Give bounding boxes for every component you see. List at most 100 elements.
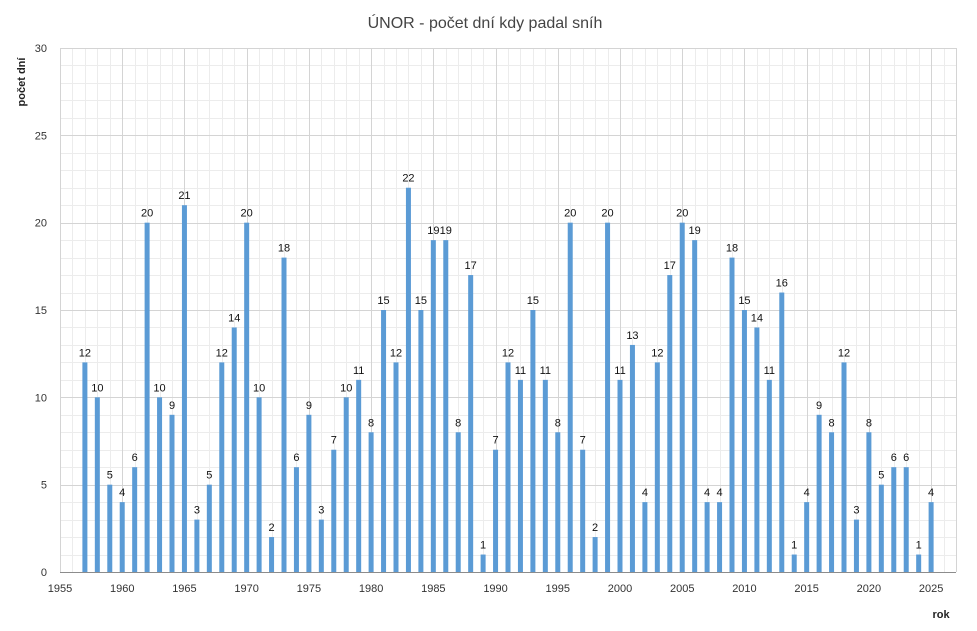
bar-value-label: 20 xyxy=(241,208,253,220)
bar xyxy=(829,432,835,572)
x-tick-label: 1955 xyxy=(48,583,72,595)
bar-value-label: 15 xyxy=(377,295,389,307)
x-tick-label: 2000 xyxy=(608,583,632,595)
y-tick-label: 25 xyxy=(35,130,47,142)
bar xyxy=(393,362,399,572)
x-tick-label: 1995 xyxy=(546,583,570,595)
x-tick-label: 1960 xyxy=(110,583,134,595)
bar-value-label: 11 xyxy=(540,365,551,377)
bar-value-label: 2 xyxy=(592,522,598,534)
bar-value-label: 14 xyxy=(228,312,240,324)
bar-value-label: 3 xyxy=(318,505,324,517)
bar xyxy=(194,519,200,572)
y-tick-label: 15 xyxy=(35,305,47,317)
bar xyxy=(244,222,250,573)
bar-value-label: 20 xyxy=(141,208,153,220)
bar xyxy=(741,310,747,572)
bar xyxy=(119,502,125,572)
bar-value-label: 15 xyxy=(738,295,750,307)
bar-value-label: 7 xyxy=(492,435,498,447)
bar-value-label: 8 xyxy=(866,417,872,429)
bar xyxy=(617,379,623,572)
x-tick-label: 2010 xyxy=(732,583,756,595)
bar xyxy=(144,222,150,573)
bar xyxy=(642,502,648,572)
bar xyxy=(804,502,810,572)
bar xyxy=(779,292,785,572)
bar xyxy=(306,414,312,572)
bar xyxy=(791,554,797,572)
bar-value-label: 6 xyxy=(132,452,138,464)
bar xyxy=(729,257,735,572)
bar-value-label: 12 xyxy=(79,347,91,359)
bar-value-label: 12 xyxy=(390,347,402,359)
bar-value-label: 4 xyxy=(119,487,125,499)
bar-value-label: 11 xyxy=(764,365,775,377)
bar-value-label: 10 xyxy=(153,382,165,394)
bar xyxy=(667,275,673,572)
bar-value-label: 18 xyxy=(726,243,738,255)
bar-value-label: 22 xyxy=(402,173,414,185)
bar-value-label: 1 xyxy=(916,540,922,552)
bar-value-label: 12 xyxy=(651,347,663,359)
x-tick-label: 2025 xyxy=(919,583,943,595)
bar-value-label: 5 xyxy=(206,470,212,482)
bar-value-label: 8 xyxy=(455,417,461,429)
bar-value-label: 13 xyxy=(626,330,638,342)
bar xyxy=(269,537,275,572)
bar-data-labels: 1210546201092135121420102186937101181512… xyxy=(79,173,934,552)
bar xyxy=(231,327,237,572)
bar xyxy=(928,502,934,572)
bar xyxy=(480,554,486,572)
bar-value-label: 17 xyxy=(465,260,477,272)
bar xyxy=(107,484,113,572)
bar-value-label: 8 xyxy=(828,417,834,429)
bar xyxy=(605,222,611,573)
bar xyxy=(754,327,760,572)
bar xyxy=(206,484,212,572)
bar xyxy=(766,379,772,572)
chart-title: ÚNOR - počet dní kdy padal sníh xyxy=(368,13,603,32)
bar xyxy=(493,449,499,572)
bar xyxy=(343,397,349,572)
bar-value-label: 1 xyxy=(791,540,797,552)
bar-value-label: 11 xyxy=(614,365,625,377)
x-tick-label: 1980 xyxy=(359,583,383,595)
bar-value-label: 11 xyxy=(353,365,364,377)
bar-value-label: 16 xyxy=(776,278,788,290)
bar xyxy=(717,502,723,572)
bar-value-label: 10 xyxy=(91,382,103,394)
bar-value-label: 18 xyxy=(278,243,290,255)
bar xyxy=(181,205,187,572)
bar-value-label: 21 xyxy=(178,190,190,202)
x-tick-label: 1990 xyxy=(483,583,507,595)
bar-value-label: 9 xyxy=(816,400,822,412)
bar xyxy=(555,432,561,572)
bar-value-label: 12 xyxy=(838,347,850,359)
bar-value-label: 12 xyxy=(502,347,514,359)
bar xyxy=(418,310,424,572)
bar xyxy=(567,222,573,573)
bar-value-label: 15 xyxy=(415,295,427,307)
bar xyxy=(841,362,847,572)
bar xyxy=(455,432,461,572)
bar xyxy=(318,519,324,572)
bars xyxy=(82,187,934,573)
bar-value-label: 9 xyxy=(169,400,175,412)
bar-value-label: 5 xyxy=(878,470,884,482)
bar xyxy=(94,397,100,572)
bar-value-label: 6 xyxy=(293,452,299,464)
bar-value-label: 6 xyxy=(891,452,897,464)
bar-value-label: 17 xyxy=(664,260,676,272)
y-tick-labels: 0 5 10 15 20 25 30 xyxy=(35,43,47,579)
bar-value-label: 9 xyxy=(306,400,312,412)
bar-value-label: 6 xyxy=(903,452,909,464)
bar-value-label: 19 xyxy=(440,225,452,237)
x-tick-label: 1985 xyxy=(421,583,445,595)
bar-value-label: 20 xyxy=(601,208,613,220)
bar xyxy=(878,484,884,572)
bar-value-label: 1 xyxy=(480,540,486,552)
bar-value-label: 10 xyxy=(253,382,265,394)
bar-value-label: 7 xyxy=(331,435,337,447)
